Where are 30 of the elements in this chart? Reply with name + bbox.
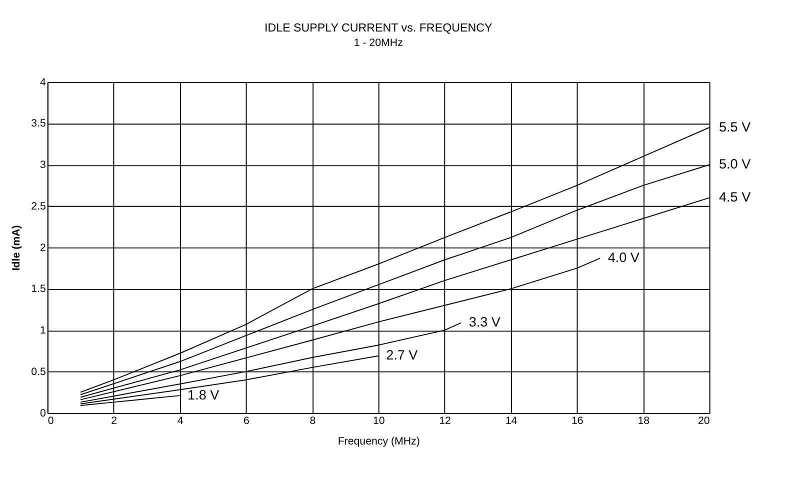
series-label: 3.3 V xyxy=(468,314,500,330)
y-tick-label: 2 xyxy=(40,242,46,254)
chart-title: IDLE SUPPLY CURRENT vs. FREQUENCY xyxy=(264,22,492,35)
y-tick-label: 4 xyxy=(40,76,46,88)
chart-subtitle: 1 - 20MHz xyxy=(354,37,403,50)
y-tick-label: 3.5 xyxy=(31,118,46,130)
series-label: 2.7 V xyxy=(386,348,418,363)
x-axis-title: Frequency (MHz) xyxy=(338,435,420,448)
series-label: 5.5 V xyxy=(719,119,751,134)
series-label: 1.8 V xyxy=(188,387,220,402)
y-tick-label: 2.5 xyxy=(31,200,46,212)
series-label: 5.0 V xyxy=(719,156,751,172)
x-tick-label: 4 xyxy=(177,415,184,428)
x-tick-label: 2 xyxy=(111,415,118,428)
y-tick-label: 0 xyxy=(40,407,46,420)
x-tick-label: 20 xyxy=(698,415,710,428)
y-tick-label: 0.5 xyxy=(31,366,46,378)
x-tick-label: 18 xyxy=(638,415,650,428)
x-tick-label: 10 xyxy=(372,415,385,428)
y-axis-title: Idle (mA) xyxy=(10,224,23,271)
y-tick-label: 1.5 xyxy=(31,283,46,296)
x-tick-label: 14 xyxy=(505,415,518,428)
series-label: 4.5 V xyxy=(719,190,751,205)
x-tick-label: 16 xyxy=(572,415,584,428)
y-tick-label: 3 xyxy=(40,159,46,172)
x-tick-label: 12 xyxy=(439,415,452,428)
y-tick-label: 1 xyxy=(40,324,46,337)
x-tick-label: 8 xyxy=(310,415,316,428)
x-tick-label: 6 xyxy=(244,415,250,428)
series-label: 4.0 V xyxy=(608,250,640,266)
